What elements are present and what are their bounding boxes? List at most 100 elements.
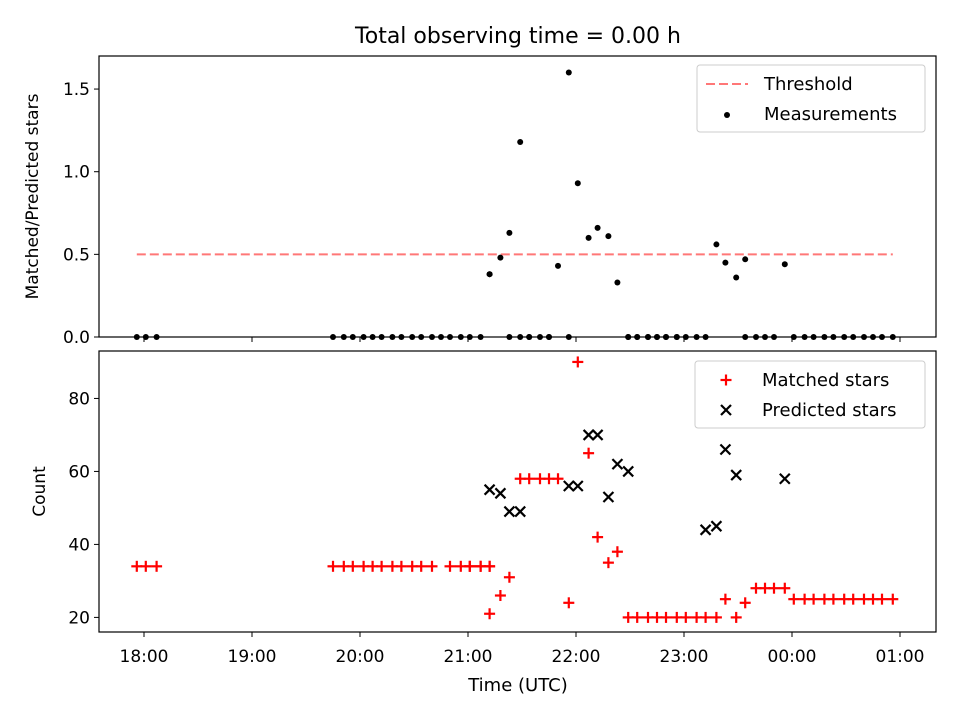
- measurement-point: [486, 271, 493, 278]
- predicted-star-point: [622, 465, 634, 478]
- top-chart-axes: 0.0 0.5 1.0 1.5 Matched/Predicted stars Thres…: [23, 55, 937, 348]
- x-marker-b: [572, 480, 584, 492]
- matched-star-point: [631, 611, 643, 623]
- matched-star-point: [611, 546, 623, 558]
- matched-star-point: [151, 560, 163, 572]
- bottom-chart-xlabel: Time (UTC): [467, 675, 568, 696]
- measurement-point: [713, 241, 720, 248]
- measurement-point: [810, 334, 817, 340]
- predicted-star-point: [503, 505, 516, 518]
- measurement-point: [753, 334, 759, 340]
- x-marker-b: [494, 487, 507, 500]
- x-marker-b: [483, 483, 496, 496]
- matched-star-point: [660, 611, 672, 623]
- matched-star-point: [847, 593, 859, 605]
- measurement-point: [879, 334, 885, 340]
- matched-star-point: [395, 560, 407, 572]
- measurement-point: [517, 138, 524, 145]
- measurement-point: [790, 334, 797, 340]
- measurement-point: [389, 334, 396, 340]
- x-marker-b: [710, 520, 723, 532]
- matched-star-point: [563, 597, 575, 609]
- measurement-point: [360, 334, 367, 340]
- measurement-point: [457, 334, 464, 340]
- x-marker-b: [720, 404, 732, 416]
- top-legend-box: [696, 64, 926, 133]
- measurement-point: [447, 334, 453, 340]
- measurement-point: [546, 334, 552, 340]
- measurement-point: [742, 334, 749, 340]
- measurement-point: [409, 334, 416, 340]
- bottom-x-tick-label: 18:00: [120, 647, 169, 667]
- bottom-x-tick-label: 19:00: [228, 647, 277, 667]
- x-marker-b: [563, 480, 575, 492]
- legend-threshold-label: Threshold: [763, 74, 853, 95]
- predicted-star-point: [602, 491, 615, 503]
- predicted-star-point: [572, 480, 584, 492]
- x-marker-b: [611, 458, 624, 470]
- measurement-point: [733, 274, 740, 281]
- matched-star-point: [444, 560, 456, 572]
- matched-star-point: [887, 593, 899, 605]
- measurement-point: [477, 334, 484, 340]
- bottom-x-tick-label: 21:00: [444, 647, 493, 667]
- measurement-point: [861, 334, 867, 340]
- bottom-chart-axes: 20 40 60 80 18:00 19:00 20:00 21:00 22:00 23:00 00…: [30, 350, 937, 667]
- matched-star-point: [426, 560, 438, 572]
- predicted-star-point: [699, 524, 712, 536]
- predicted-star-point: [710, 520, 723, 532]
- predicted-star-point: [779, 472, 791, 485]
- predicted-star-point: [582, 429, 595, 441]
- bottom-x-tick-label: 20:00: [336, 647, 385, 667]
- bottom-x-tick-label: 01:00: [876, 647, 925, 667]
- legend-matched-swatch: [720, 374, 732, 386]
- bottom-y-tick-label: 40: [68, 535, 90, 555]
- measurement-point: [870, 334, 876, 340]
- matched-star-point: [779, 582, 791, 594]
- measurement-point: [506, 229, 513, 236]
- measurement-point: [654, 334, 660, 340]
- x-marker-b: [514, 505, 526, 518]
- matched-star-point: [327, 560, 339, 572]
- matched-star-point: [494, 590, 506, 602]
- x-marker-b: [719, 443, 732, 456]
- bottom-legend-box: [694, 360, 926, 429]
- predicted-star-point: [563, 480, 575, 492]
- measurement-point: [663, 334, 669, 340]
- matched-star-point: [464, 560, 476, 572]
- matched-star-point: [523, 473, 535, 485]
- predicted-star-point: [591, 429, 604, 441]
- measurement-point: [153, 334, 160, 340]
- measurement-point: [625, 334, 632, 340]
- legend-predicted-label: Predicted stars: [762, 400, 896, 421]
- matched-star-point: [415, 560, 427, 572]
- top-y-tick-label: 0.0: [63, 328, 90, 348]
- measurement-point: [565, 69, 572, 76]
- measurement-point: [821, 334, 828, 340]
- bottom-x-tick-label: 22:00: [552, 647, 601, 667]
- matched-star-point: [680, 611, 692, 623]
- measurement-point: [605, 233, 612, 240]
- measurement-point: [850, 334, 857, 340]
- x-marker-b: [622, 465, 634, 478]
- measurement-point: [340, 334, 347, 340]
- matched-star-point: [602, 557, 614, 569]
- bottom-x-tick-label: 00:00: [768, 647, 817, 667]
- top-y-tick-label: 1.5: [63, 80, 90, 100]
- measurement-point: [841, 334, 848, 340]
- matched-star-point: [739, 597, 751, 609]
- legend-predicted-swatch: [720, 404, 732, 416]
- measurement-point: [526, 334, 533, 340]
- predicted-star-point: [514, 505, 526, 518]
- measurement-point: [801, 334, 808, 340]
- measurement-point: [142, 334, 149, 340]
- x-marker-b: [779, 472, 791, 485]
- top-chart-title: Total observing time = 0.00 h: [354, 24, 681, 49]
- measurement-point: [742, 256, 749, 263]
- measurement-point: [330, 334, 336, 340]
- matched-star-point: [376, 560, 388, 572]
- measurement-point: [781, 261, 788, 268]
- matched-star-point: [730, 611, 742, 623]
- top-y-axis-label: Matched/Predicted stars: [23, 93, 43, 299]
